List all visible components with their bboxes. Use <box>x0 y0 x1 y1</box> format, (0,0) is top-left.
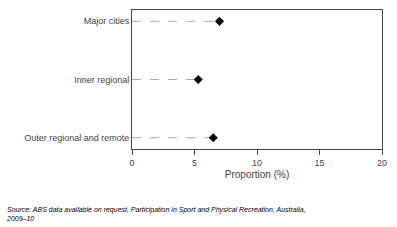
svg-text:Proportion (%): Proportion (%) <box>225 169 289 180</box>
svg-text:20: 20 <box>377 158 387 168</box>
svg-text:15: 15 <box>314 158 324 168</box>
svg-text:Inner regional: Inner regional <box>74 75 129 85</box>
svg-text:0: 0 <box>129 158 134 168</box>
svg-text:10: 10 <box>252 158 262 168</box>
svg-text:5: 5 <box>192 158 197 168</box>
svg-text:Source: ABS data available on: Source: ABS data available on request, P… <box>6 206 306 222</box>
svg-text:Outer regional and remote: Outer regional and remote <box>24 133 129 143</box>
svg-text:Major cities: Major cities <box>84 16 130 26</box>
